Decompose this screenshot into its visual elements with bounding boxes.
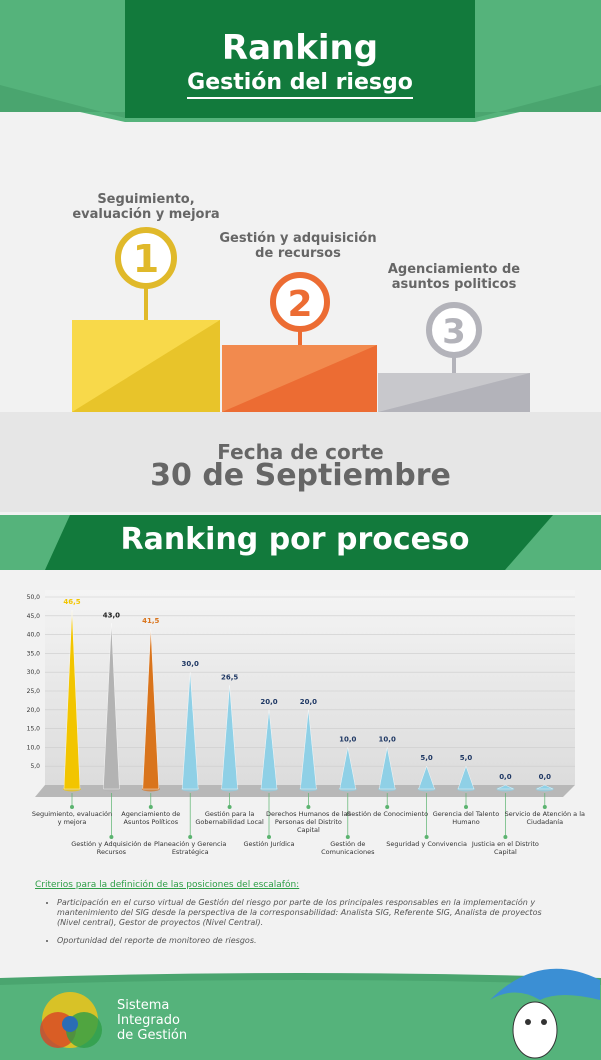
subtitle: Gestión del riesgo: [187, 70, 413, 99]
value-label: 41,5: [142, 617, 159, 625]
value-label: 30,0: [182, 660, 199, 668]
cone: [63, 610, 81, 790]
criteria-item: Participación en el curso virtual de Ges…: [57, 898, 565, 928]
y-tick-label: 35,0: [27, 650, 41, 657]
cone: [339, 747, 357, 790]
cone: [418, 765, 435, 790]
category-label: Gestión de Comunicaciones: [321, 840, 375, 856]
y-tick-label: 25,0: [27, 688, 41, 695]
y-tick-label: 15,0: [27, 726, 41, 733]
value-label: 46,5: [63, 598, 80, 606]
value-label: 20,0: [300, 698, 317, 706]
podium-label: Seguimiento, evaluación y mejora: [72, 192, 220, 222]
cone: [260, 709, 278, 790]
criteria-item: Oportunidad del reporte de monitoreo de …: [57, 936, 565, 946]
cone: [300, 709, 317, 790]
leader-dot: [70, 805, 74, 809]
value-label: 10,0: [379, 735, 396, 743]
leader-dot: [542, 805, 547, 809]
category-label: Gestión y Adquisición de Recursos: [71, 840, 152, 856]
y-tick-label: 30,0: [27, 669, 41, 676]
leader-dot: [464, 805, 468, 809]
section-title: Ranking por proceso: [120, 522, 470, 557]
podium-label: Agenciamiento de asuntos politicos: [387, 262, 521, 292]
y-tick-label: 5,0: [30, 763, 40, 770]
cone: [181, 672, 199, 790]
rank: 1: [133, 237, 159, 281]
category-label: Gestión para la Gobernabilidad Local: [195, 810, 264, 826]
podium-label: Gestión y adquisición de recursos: [219, 231, 377, 261]
footer-line: Integrado: [117, 1013, 180, 1028]
criteria-title: Criterios para la definición de las posi…: [35, 880, 300, 890]
criteria: Criterios para la definición de las posi…: [35, 880, 565, 954]
value-label: 5,0: [460, 754, 473, 762]
footer-line: de Gestión: [117, 1028, 188, 1043]
y-tick-label: 40,0: [27, 632, 41, 639]
category-label: Seguimiento, evaluación y mejora: [31, 810, 113, 826]
rank: 2: [287, 284, 312, 325]
leader-dot: [148, 805, 153, 809]
cone: [378, 747, 396, 790]
value-label: 20,0: [260, 698, 277, 706]
value-label: 10,0: [339, 735, 356, 743]
value-label: 43,0: [103, 611, 120, 619]
cutoff-label: Fecha de corte: [217, 440, 384, 464]
y-tick-label: 45,0: [27, 613, 41, 620]
leader-dot: [188, 835, 193, 839]
value-label: 5,0: [420, 754, 433, 762]
leader-dot: [109, 835, 114, 839]
category-label: Gerencia del Talento Humano: [432, 810, 500, 826]
cone: [497, 784, 514, 790]
leader-dot: [424, 835, 429, 839]
leader-dot: [345, 835, 350, 839]
category-label: Gestión de Conocimiento: [346, 810, 429, 818]
y-tick-label: 20,0: [27, 707, 41, 714]
value-label: 0,0: [539, 773, 552, 781]
category-label: Servicio de Atención a la Ciudadanía: [504, 810, 586, 826]
value-label: 0,0: [499, 773, 512, 781]
cone: [221, 685, 238, 790]
leader-dot: [227, 805, 232, 809]
category-label: Derechos Humanos de las Personas del Dis…: [265, 810, 351, 834]
cone: [103, 623, 120, 790]
chart: 5,0 10,0 15,0 20,0 25,0 30,0 35,0 40,0 45,0 50,0 4…: [27, 590, 575, 839]
cutoff-date: 30 de Septiembre: [150, 458, 451, 493]
title: Ranking: [221, 28, 379, 68]
category-label: Agenciamiento de Asuntos Políticos: [121, 810, 181, 826]
leader-dot: [385, 805, 390, 809]
leader-dot: [267, 835, 271, 839]
cone: [142, 628, 160, 790]
category-label: Planeación y Gerencia Estratégica: [154, 840, 227, 856]
leader-dot: [306, 805, 311, 809]
category-label: Seguridad y Convivencia: [386, 840, 467, 848]
value-label: 26,5: [221, 673, 238, 681]
rank: 3: [442, 312, 466, 352]
cone: [536, 784, 553, 790]
cone: [457, 765, 475, 790]
leader-dot: [503, 835, 508, 839]
category-label: Gestión Jurídica: [243, 840, 295, 848]
footer-text: Sistema Integrado de Gestión: [117, 998, 187, 1043]
y-tick-label: 50,0: [27, 594, 41, 601]
category-label: Justicia en el Distrito Capital: [471, 840, 539, 856]
y-tick-label: 10,0: [27, 744, 41, 751]
footer-line: Sistema: [117, 998, 170, 1013]
